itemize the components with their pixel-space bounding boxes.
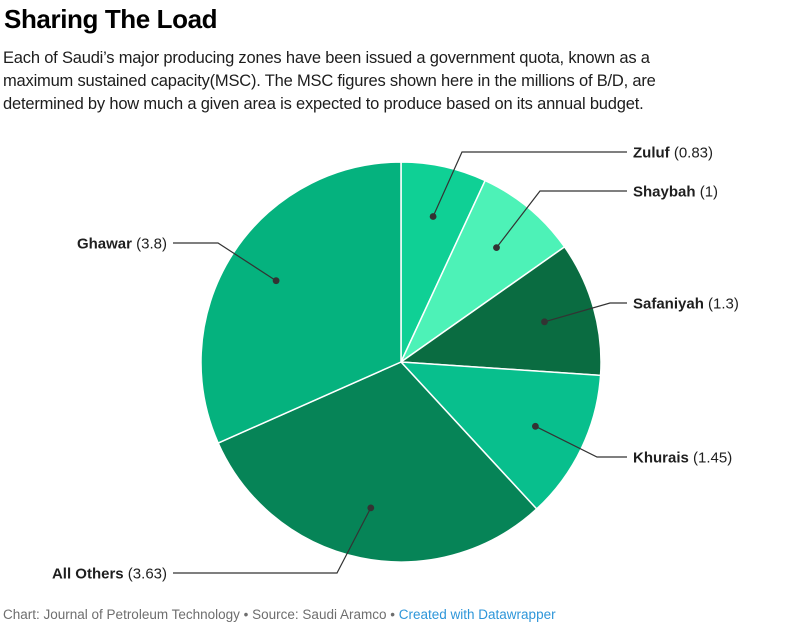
pie-slice-all-others[interactable] <box>217 361 538 563</box>
source-credit: Source: Saudi Aramco <box>252 607 387 622</box>
slice-label-shaybah: Shaybah (1) <box>633 183 718 200</box>
leader-line-all-others <box>173 507 372 574</box>
separator-dot: • <box>243 607 249 622</box>
slice-label-all-others: All Others (3.63) <box>52 565 167 582</box>
leader-line-zuluf <box>432 151 627 217</box>
leader-dot-safaniyah <box>541 318 548 326</box>
chart-credit: Chart: Journal of Petroleum Technology <box>3 607 240 622</box>
datawrapper-attribution-link[interactable]: Created with Datawrapper <box>398 607 556 622</box>
leader-dot-ghawar <box>272 277 280 285</box>
slice-label-khurais: Khurais (1.45) <box>633 449 732 466</box>
leader-dot-khurais <box>532 422 539 430</box>
footer-credits: Chart: Journal of Petroleum Technology •… <box>3 607 556 623</box>
chart-description: Each of Saudi’s major producing zones ha… <box>3 49 656 113</box>
chart-title: Sharing The Load <box>4 4 218 34</box>
separator-dot: • <box>390 607 395 622</box>
leader-line-shaybah <box>496 190 627 248</box>
pie-slice-shaybah[interactable] <box>400 179 566 363</box>
slice-label-ghawar: Ghawar (3.8) <box>77 235 167 252</box>
leader-line-safaniyah <box>544 302 627 323</box>
slice-label-safaniyah: Safaniyah (1.3) <box>633 295 739 312</box>
leader-dot-shaybah <box>493 244 500 252</box>
pie-slice-khurais[interactable] <box>400 361 602 510</box>
slice-label-zuluf: Zuluf (0.83) <box>633 144 713 161</box>
leader-line-ghawar <box>173 242 277 282</box>
leader-line-khurais <box>535 425 627 458</box>
leader-dot-all-others <box>367 504 375 512</box>
leader-dot-zuluf <box>429 213 437 220</box>
